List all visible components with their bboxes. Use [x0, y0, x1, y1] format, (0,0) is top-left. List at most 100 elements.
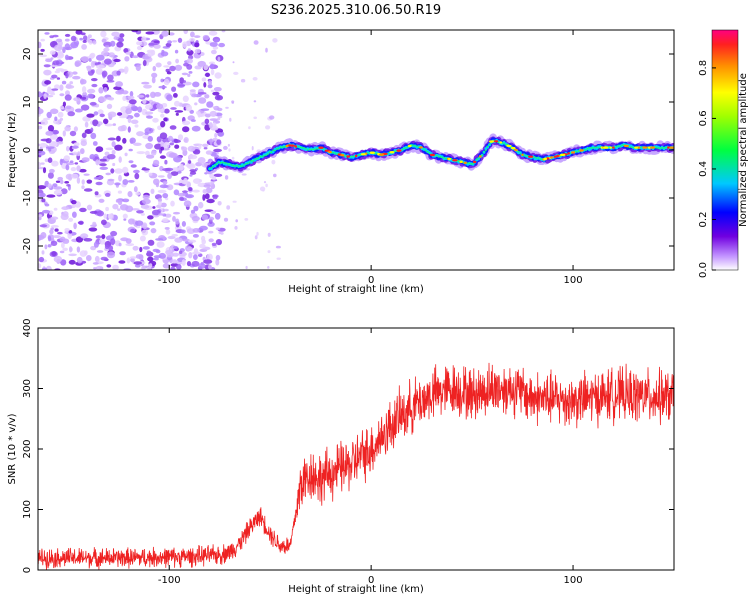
noise-speck	[54, 84, 60, 90]
noise-speck	[103, 87, 108, 93]
trace-hotspot	[609, 146, 612, 149]
noise-speck	[193, 205, 199, 212]
noise-speck	[47, 235, 52, 242]
noise-speck	[88, 58, 92, 62]
noise-speck	[165, 249, 174, 255]
trace-hotspot	[429, 153, 435, 157]
noise-speck	[80, 233, 89, 239]
noise-speck	[122, 137, 127, 144]
trace-dot	[416, 145, 418, 148]
trace-hotspot	[408, 144, 412, 148]
noise-speck	[174, 110, 184, 113]
noise-speck	[80, 140, 88, 147]
noise-speck	[216, 139, 222, 146]
trace-dot	[628, 146, 631, 149]
noise-speck	[160, 120, 166, 128]
noise-speck	[45, 58, 53, 63]
noise-speck	[188, 154, 198, 160]
noise-speck	[39, 224, 48, 228]
noise-speck	[206, 198, 215, 204]
noise-speck	[232, 200, 237, 203]
trace-dot	[441, 156, 444, 159]
noise-speck	[127, 180, 135, 183]
noise-speck	[73, 126, 78, 132]
trace-dot	[655, 146, 658, 149]
noise-speck	[215, 227, 221, 230]
noise-speck	[111, 31, 120, 37]
noise-speck	[265, 183, 268, 188]
noise-speck	[93, 267, 97, 270]
trace-dot	[664, 146, 667, 149]
noise-speck	[73, 222, 77, 230]
noise-speck	[100, 30, 107, 38]
noise-speck	[208, 80, 212, 86]
noise-speck	[157, 125, 162, 131]
noise-speck	[145, 142, 154, 150]
noise-speck	[127, 191, 133, 198]
trace-dot	[426, 151, 429, 153]
noise-speck	[40, 38, 45, 42]
noise-speck	[80, 32, 86, 36]
noise-speck	[181, 72, 189, 76]
noise-speck	[118, 156, 122, 163]
noise-speck	[131, 106, 139, 112]
noise-speck	[110, 168, 115, 174]
noise-speck	[69, 81, 73, 85]
noise-speck	[107, 74, 114, 81]
noise-speck	[183, 30, 188, 35]
noise-speck	[172, 252, 179, 257]
y-tick-label: 400	[22, 318, 33, 337]
noise-speck	[156, 241, 165, 248]
noise-speck	[157, 175, 165, 178]
trace-dot	[248, 161, 251, 164]
noise-speck	[132, 245, 139, 251]
noise-speck	[226, 205, 231, 210]
noise-speck	[152, 159, 160, 167]
noise-speck	[65, 105, 72, 110]
noise-speck	[60, 188, 68, 195]
noise-speck	[54, 44, 63, 52]
trace-dot	[450, 157, 453, 160]
noise-speck	[125, 108, 132, 115]
noise-speck	[70, 35, 77, 42]
noise-speck	[92, 262, 99, 265]
noise-speck	[163, 65, 170, 68]
x-tick-label: -100	[158, 275, 181, 286]
noise-speck	[210, 69, 215, 76]
trace-dot	[537, 157, 540, 159]
noise-speck	[160, 113, 165, 118]
noise-speck	[106, 103, 113, 109]
trace-dot	[210, 166, 213, 169]
noise-speck	[38, 91, 42, 98]
noise-speck	[272, 38, 278, 43]
noise-speck	[64, 33, 71, 37]
y-tick-label: 20	[22, 48, 33, 61]
noise-speck	[202, 194, 206, 201]
trace-hotspot	[506, 144, 512, 148]
trace-dot	[210, 167, 213, 171]
noise-speck	[190, 209, 196, 214]
noise-speck	[118, 260, 126, 264]
noise-speck	[146, 250, 151, 254]
noise-speck	[52, 129, 59, 135]
noise-speck	[83, 188, 93, 192]
noise-speck	[38, 41, 42, 49]
trace-dot	[592, 147, 594, 150]
noise-speck	[151, 76, 156, 84]
noise-speck	[169, 125, 177, 130]
noise-speck	[38, 125, 43, 130]
noise-speck	[104, 123, 114, 127]
noise-speck	[182, 41, 188, 48]
trace-dot	[588, 146, 591, 149]
noise-speck	[89, 210, 99, 214]
noise-speck	[72, 211, 77, 218]
noise-speck	[197, 60, 206, 67]
noise-speck	[170, 171, 179, 177]
noise-speck	[267, 232, 271, 237]
noise-speck	[107, 137, 117, 141]
noise-speck	[113, 58, 121, 63]
noise-speck	[214, 132, 218, 138]
noise-speck	[141, 36, 147, 42]
noise-speck	[67, 111, 75, 117]
